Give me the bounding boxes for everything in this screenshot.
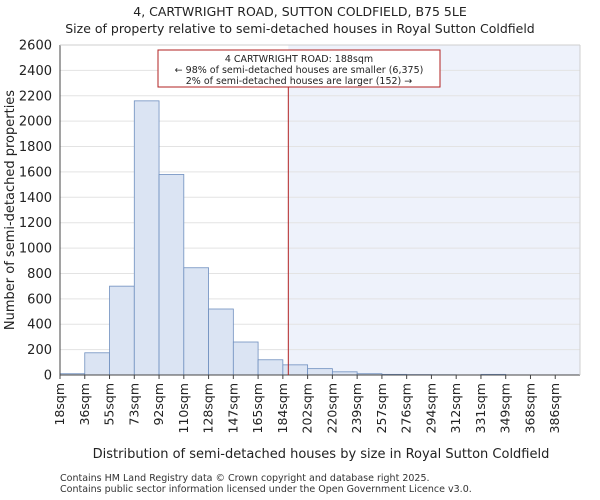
y-tick-label: 1400 [19,191,52,206]
histogram-bar [257,359,284,376]
x-tick-label: 257sqm [374,383,389,433]
histogram-bar [282,364,309,376]
annotation-line-3: 2% of semi-detached houses are larger (1… [186,76,413,87]
x-tick-label: 276sqm [399,383,414,433]
histogram-bar [84,352,110,376]
x-tick-label: 202sqm [300,383,315,433]
x-tick-label: 349sqm [498,383,513,433]
histogram-bar [109,285,135,376]
x-tick-label: 386sqm [547,383,562,433]
histogram-bar [307,368,333,376]
histogram-chart: 0 200 400 600 800 1000 1200 1400 1600 1800 2000 220… [3,39,581,462]
y-tick-label: 2000 [19,115,52,130]
x-tick-label: 165sqm [250,383,265,433]
y-axis-label: Number of semi-detached properties [3,90,18,330]
annotation-line-2: ← 98% of semi-detached houses are smalle… [175,65,424,76]
x-tick-label: 73sqm [126,383,141,426]
chart-subtitle: Size of property relative to semi-detach… [65,21,535,36]
y-tick-label: 2600 [19,39,52,54]
y-tick-label: 0 [44,369,52,384]
histogram-bar [133,100,160,376]
y-tick-label: 400 [27,318,52,333]
y-tick-label: 200 [27,343,52,358]
y-tick-label: 1600 [19,165,52,180]
footer-licence: Contains public sector information licen… [60,484,472,495]
annotation-box [157,49,441,88]
x-tick-label: 184sqm [275,383,290,433]
y-tick-label: 1800 [19,140,52,155]
y-tick-label: 2400 [19,64,52,79]
chart-title: 4, CARTWRIGHT ROAD, SUTTON COLDFIELD, B7… [133,4,467,19]
histogram-bar [158,174,185,376]
x-tick-label: 147sqm [225,383,240,433]
x-tick-label: 92sqm [151,383,166,426]
x-tick-label: 331sqm [473,383,488,433]
larger-region-highlight [288,45,580,375]
y-tick-label: 1200 [19,216,52,231]
histogram-bar [208,308,234,376]
x-tick-label: 110sqm [176,383,191,433]
histogram-bar [183,267,209,376]
footer-copyright: Contains HM Land Registry data © Crown c… [60,473,430,484]
x-tick-label: 312sqm [448,383,463,433]
y-tick-label: 1000 [19,242,52,257]
x-tick-label: 368sqm [522,383,537,433]
x-tick-label: 55sqm [102,383,117,426]
x-tick-label: 239sqm [349,383,364,433]
y-tick-label: 600 [27,292,52,307]
x-tick-label: 220sqm [324,383,339,433]
y-tick-label: 2200 [19,89,52,104]
x-tick-label: 36sqm [77,383,92,426]
histogram-bar [232,341,259,376]
x-tick-label: 128sqm [201,383,216,433]
x-axis-label: Distribution of semi-detached houses by … [93,447,550,462]
annotation-line-1: 4 CARTWRIGHT ROAD: 188sqm [225,54,373,65]
x-tick-label: 18sqm [52,383,67,426]
x-tick-label: 294sqm [423,383,438,433]
y-tick-label: 800 [27,267,52,282]
